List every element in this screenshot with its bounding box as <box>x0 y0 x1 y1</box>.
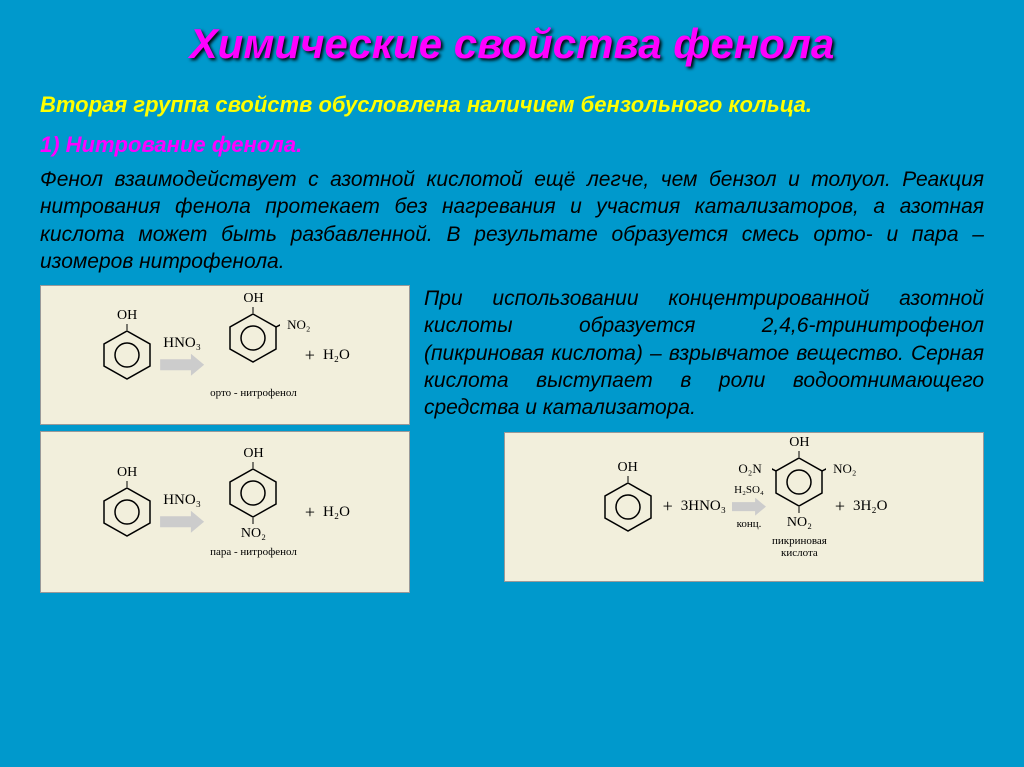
slide-subtitle: Вторая группа свойств обусловлена наличи… <box>40 92 984 118</box>
no2-label: NO₂ <box>787 515 812 531</box>
oh-label: OH <box>617 460 637 476</box>
reaction-ortho: OH HNO₃ OH NO₂ <box>40 285 410 425</box>
phenol-molecule: OH <box>601 480 655 534</box>
lower-row: OH HNO₃ OH NO₂ <box>40 285 984 593</box>
hno3-label: HNO₃ <box>163 335 201 352</box>
benzene-ring-icon <box>226 311 280 365</box>
three-hno3-label: 3HNO₃ <box>681 498 726 515</box>
oh-label: OH <box>243 291 263 307</box>
oh-label: OH <box>117 465 137 481</box>
oh-label: OH <box>243 446 263 462</box>
no2-label: NO₂ <box>287 317 310 333</box>
picric-caption: пикриновая кислота <box>772 535 827 559</box>
plus-label: + <box>303 345 317 366</box>
benzene-ring-icon <box>226 466 280 520</box>
slide-title: Химические свойства фенола <box>40 20 984 68</box>
arrow-icon <box>160 354 204 376</box>
benzene-ring-icon <box>772 455 826 509</box>
arrow-icon <box>160 511 204 533</box>
konc-label: конц. <box>737 518 762 530</box>
paragraph-1: Фенол взаимодействует с азотной кислотой… <box>40 166 984 275</box>
phenol-molecule: OH <box>100 485 154 539</box>
paragraph-2: При использовании концентрированной азот… <box>424 285 984 421</box>
left-diagram-column: OH HNO₃ OH NO₂ <box>40 285 410 593</box>
para-caption: пара - нитрофенол <box>210 546 297 558</box>
no2-label: NO₂ <box>241 526 266 542</box>
no2-label: NO₂ <box>833 461 856 477</box>
reaction-picric: OH + 3HNO₃ H₂SO₄ конц. OH NO₂ <box>504 432 984 582</box>
oh-label: OH <box>117 308 137 324</box>
three-h2o-label: 3H₂O <box>853 498 887 515</box>
o2n-label: O₂N <box>738 461 761 477</box>
picric-acid-molecule: OH NO₂ O₂N NO₂ пикриновая кислота <box>772 455 827 559</box>
right-column: При использовании концентрированной азот… <box>424 285 984 581</box>
plus-label: + <box>833 496 847 517</box>
benzene-ring-icon <box>601 480 655 534</box>
h2so4-label: H₂SO₄ <box>734 484 764 496</box>
arrow-icon <box>732 498 766 516</box>
reaction-para: OH HNO₃ OH NO₂ <box>40 431 410 593</box>
benzene-ring-icon <box>100 328 154 382</box>
h2o-label: H₂O <box>323 347 350 364</box>
benzene-ring-icon <box>100 485 154 539</box>
ortho-caption: орто - нитрофенол <box>210 387 297 399</box>
plus-label: + <box>303 502 317 523</box>
oh-label: OH <box>789 435 809 451</box>
hno3-label: HNO₃ <box>163 492 201 509</box>
ortho-nitrophenol-molecule: OH NO₂ орто - нитрофенол <box>210 311 297 399</box>
h2o-label: H₂O <box>323 504 350 521</box>
phenol-molecule: OH <box>100 328 154 382</box>
para-nitrophenol-molecule: OH NO₂ пара - нитрофенол <box>210 466 297 558</box>
section-heading: 1) Нитрование фенола. <box>40 132 984 158</box>
plus-label: + <box>661 496 675 517</box>
